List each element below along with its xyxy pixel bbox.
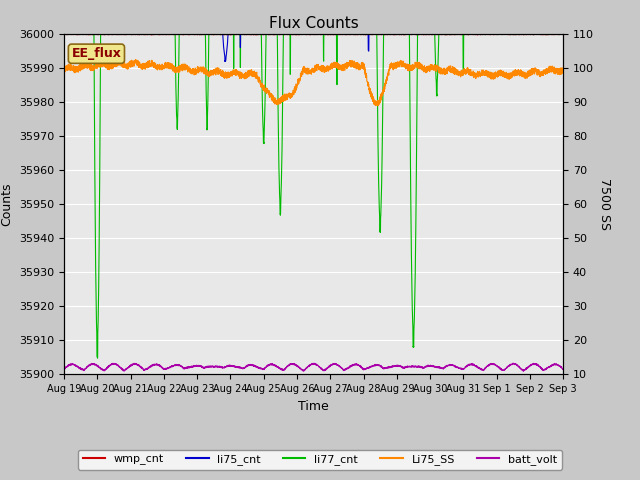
X-axis label: Time: Time [298,400,329,413]
Legend: wmp_cnt, li75_cnt, li77_cnt, Li75_SS, batt_volt: wmp_cnt, li75_cnt, li77_cnt, Li75_SS, ba… [78,450,562,469]
Text: EE_flux: EE_flux [72,47,122,60]
Title: Flux Counts: Flux Counts [269,16,358,31]
Y-axis label: Counts: Counts [1,182,13,226]
Y-axis label: 7500 SS: 7500 SS [598,178,611,230]
